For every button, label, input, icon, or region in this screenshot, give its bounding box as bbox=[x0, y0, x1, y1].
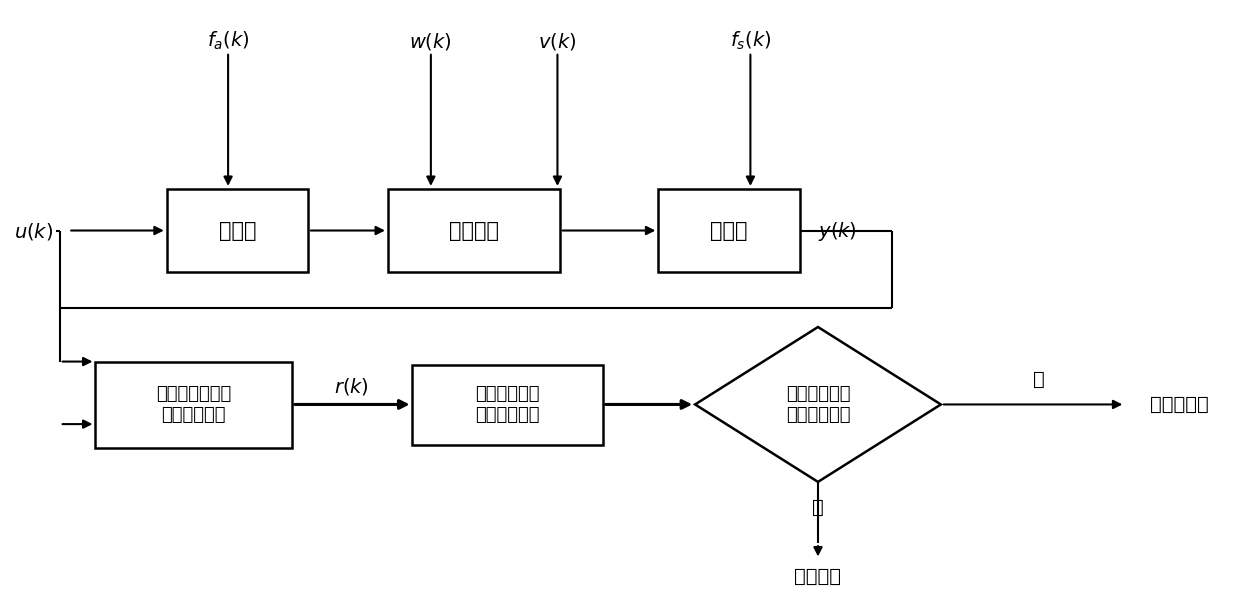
Text: 伺服系统: 伺服系统 bbox=[449, 220, 498, 240]
Text: 是: 是 bbox=[812, 498, 823, 517]
Text: $v(k)$: $v(k)$ bbox=[538, 31, 577, 52]
Text: $r(k)$: $r(k)$ bbox=[334, 376, 368, 397]
Text: 发生故障: 发生故障 bbox=[795, 567, 842, 585]
FancyBboxPatch shape bbox=[166, 189, 308, 272]
FancyBboxPatch shape bbox=[658, 189, 800, 272]
Text: 残差评价函数
是否超过阈值: 残差评价函数 是否超过阈值 bbox=[786, 385, 851, 424]
Text: 基于卡尔曼滤波
的残差发生器: 基于卡尔曼滤波 的残差发生器 bbox=[156, 385, 232, 424]
FancyBboxPatch shape bbox=[413, 365, 603, 445]
Text: 否: 否 bbox=[1033, 370, 1045, 389]
FancyBboxPatch shape bbox=[95, 362, 291, 448]
Text: 未发生故障: 未发生故障 bbox=[1149, 395, 1209, 414]
Text: $f_a(k)$: $f_a(k)$ bbox=[207, 30, 249, 52]
Text: 传感器: 传感器 bbox=[711, 220, 748, 240]
FancyBboxPatch shape bbox=[388, 189, 560, 272]
Polygon shape bbox=[696, 327, 941, 482]
Text: 执行器: 执行器 bbox=[218, 220, 255, 240]
Text: $y(k)$: $y(k)$ bbox=[818, 220, 857, 243]
Text: 残差评价函数
和阈值的计算: 残差评价函数 和阈值的计算 bbox=[475, 385, 539, 424]
Text: $f_s(k)$: $f_s(k)$ bbox=[729, 30, 771, 52]
Text: $w(k)$: $w(k)$ bbox=[409, 31, 453, 52]
Text: $u(k)$: $u(k)$ bbox=[15, 221, 53, 242]
